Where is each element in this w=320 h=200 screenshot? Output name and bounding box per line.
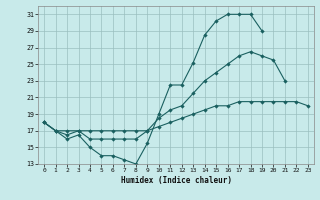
X-axis label: Humidex (Indice chaleur): Humidex (Indice chaleur) [121, 176, 231, 185]
